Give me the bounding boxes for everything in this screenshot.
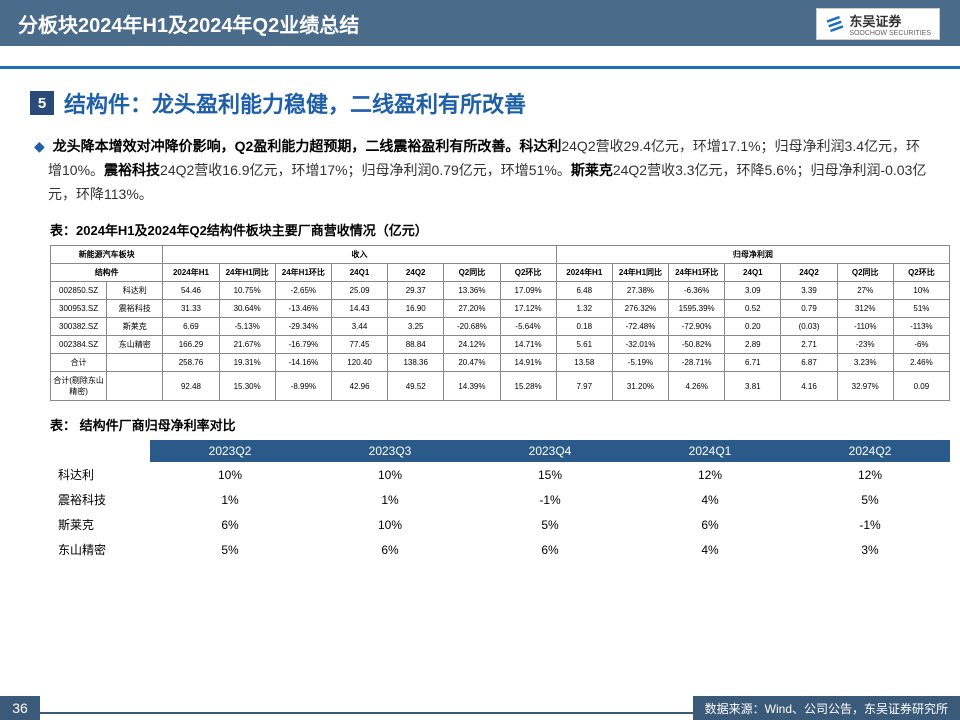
margin-table: 2023Q22023Q32023Q42024Q12024Q2 科达利10%10%… [50, 440, 950, 562]
content-section: 5 结构件：龙头盈利能力稳健，二线盈利有所改善 ◆ 龙头降本增效对冲降价影响，Q… [0, 87, 960, 562]
logo-text-en: SOOCHOW SECURITIES [849, 30, 931, 37]
page-number: 36 [0, 696, 40, 720]
table-row: 002850.SZ科达利54.4610.75%-2.65%25.0929.371… [51, 282, 950, 300]
table-row: 002384.SZ东山精密166.2921.67%-16.79%77.4588.… [51, 336, 950, 354]
divider-line [0, 66, 960, 69]
table-row: 结构件2024年H124年H1同比24年H1环比24Q124Q2Q2同比Q2环比… [51, 264, 950, 282]
revenue-table: 新能源汽车板块 收入 归母净利润 结构件2024年H124年H1同比24年H1环… [50, 245, 950, 401]
section-heading: 5 结构件：龙头盈利能力稳健，二线盈利有所改善 [30, 87, 930, 119]
table-row: 新能源汽车板块 收入 归母净利润 [51, 246, 950, 264]
table-row: 震裕科技1%1%-1%4%5% [50, 487, 950, 512]
logo-icon [825, 14, 845, 34]
table-row: 科达利10%10%15%12%12% [50, 462, 950, 487]
data-source: 数据来源：Wind、公司公告，东吴证券研究所 [693, 696, 960, 720]
slide-footer: 36 数据来源：Wind、公司公告，东吴证券研究所 [0, 696, 960, 720]
bullet-diamond: ◆ [34, 138, 45, 154]
table-row: 合计(剔除东山精密)92.4815.30%-8.99%42.9649.5214.… [51, 372, 950, 401]
body-paragraph: ◆ 龙头降本增效对冲降价影响，Q2盈利能力超预期，二线震裕盈利有所改善。科达利2… [30, 135, 930, 206]
table-row: 东山精密5%6%6%4%3% [50, 537, 950, 562]
table1-caption: 表：2024年H1及2024年Q2结构件板块主要厂商营收情况（亿元） [50, 220, 930, 239]
table-row: 斯莱克6%10%5%6%-1% [50, 512, 950, 537]
section-number: 5 [30, 91, 54, 115]
table-row: 300953.SZ震裕科技31.3330.64%-13.46%14.4316.9… [51, 300, 950, 318]
logo-text-cn: 东吴证券 [849, 11, 931, 30]
company-logo: 东吴证券 SOOCHOW SECURITIES [816, 8, 940, 40]
header-title: 分板块2024年H1及2024年Q2业绩总结 [18, 9, 359, 38]
table-row: 2023Q22023Q32023Q42024Q12024Q2 [50, 440, 950, 462]
table-row: 合计258.7619.31%-14.16%120.40138.3620.47%1… [51, 354, 950, 372]
table2-caption: 表： 结构件厂商归母净利率对比 [50, 415, 930, 434]
table-row: 300382.SZ斯莱克6.69-5.13%-29.34%3.443.25-20… [51, 318, 950, 336]
section-title: 结构件：龙头盈利能力稳健，二线盈利有所改善 [64, 87, 526, 119]
footer-line [40, 712, 693, 714]
